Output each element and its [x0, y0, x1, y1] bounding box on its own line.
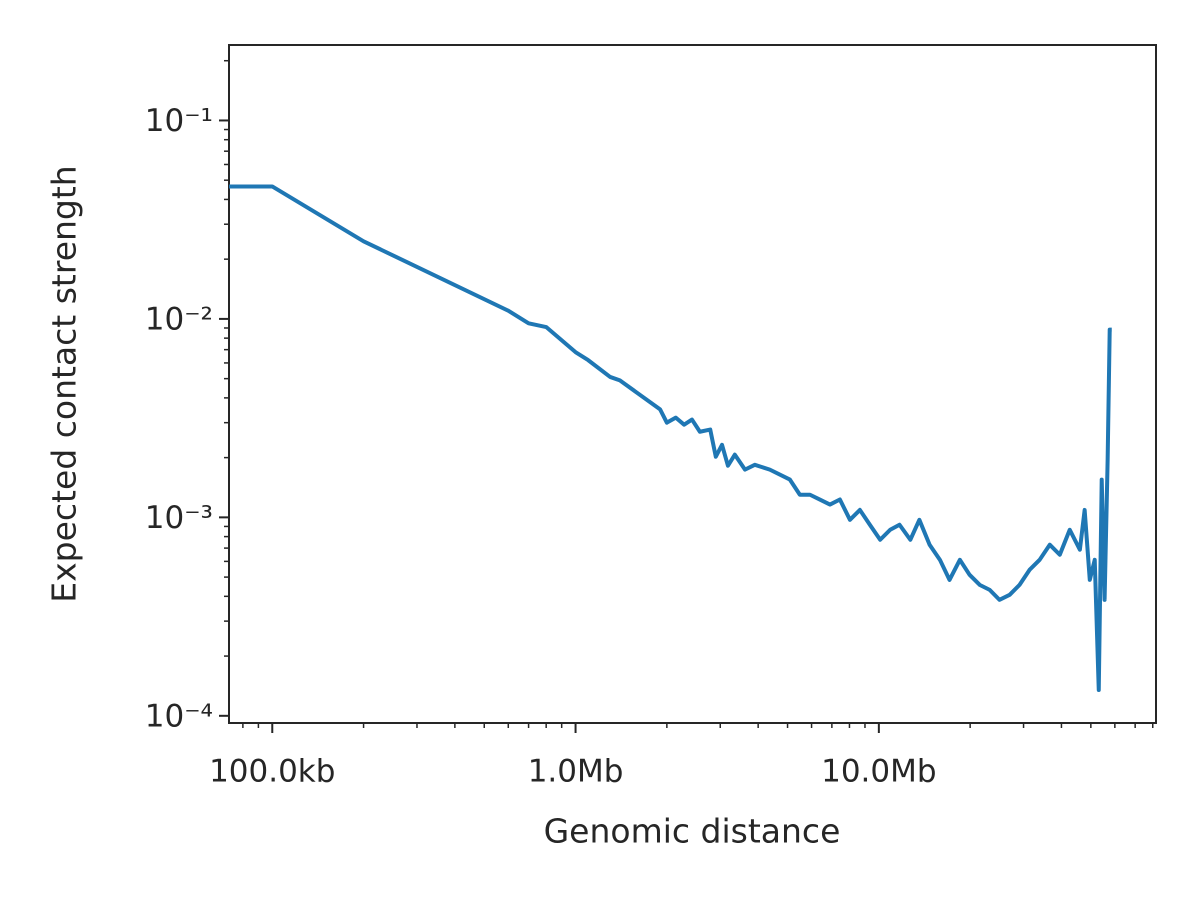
x-tick-label: 100.0kb [209, 754, 335, 790]
x-tick-label: 1.0Mb [528, 754, 624, 790]
data-line [229, 184, 1112, 692]
y-tick-label: 10⁻³ [145, 500, 213, 536]
y-tick-label: 10⁻¹ [145, 103, 213, 139]
x-tick-label: 10.0Mb [821, 754, 936, 790]
y-tick-label: 10⁻² [145, 301, 213, 337]
y-axis-label: Expected contact strength [45, 165, 84, 602]
x-axis-label: Genomic distance [544, 812, 841, 851]
plot-frame [228, 44, 1157, 724]
y-tick-label: 10⁻⁴ [145, 698, 213, 734]
